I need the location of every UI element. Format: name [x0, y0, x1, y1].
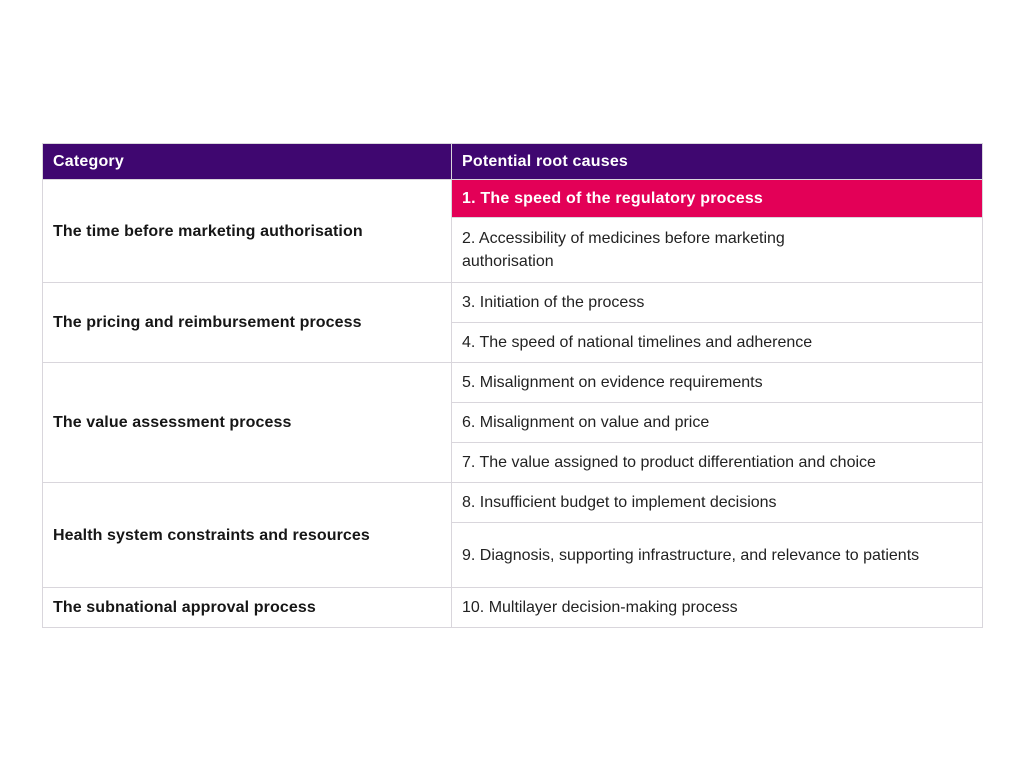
- cause-label: 8. Insufficient budget to implement deci…: [462, 494, 777, 512]
- column-header-causes: Potential root causes: [451, 142, 983, 181]
- table-row: The value assessment process 5. Misalign…: [42, 362, 983, 484]
- column-header-category-label: Category: [53, 153, 124, 170]
- cause-label: 7. The value assigned to product differe…: [462, 454, 876, 472]
- category-label: The pricing and reimbursement process: [53, 314, 362, 332]
- cause-cell: 2. Accessibility of medicines before mar…: [451, 217, 983, 284]
- cause-cell: 3. Initiation of the process: [451, 282, 983, 324]
- root-causes-table: Category Potential root causes The time …: [42, 142, 983, 629]
- category-cell-subnational-approval: The subnational approval process: [42, 587, 452, 629]
- table-row: The pricing and reimbursement process 3.…: [42, 282, 983, 364]
- table-row: 2. Accessibility of medicines before mar…: [43, 217, 983, 284]
- category-cell-health-system-constraints: Health system constraints and resources: [42, 482, 452, 589]
- cause-label: 1. The speed of the regulatory process: [462, 190, 764, 208]
- cause-cell: 9. Diagnosis, supporting infrastructure,…: [451, 522, 983, 589]
- category-cell-time-before-authorisation: The time before marketing authorisation: [42, 179, 452, 284]
- cause-label: 9. Diagnosis, supporting infrastructure,…: [462, 546, 920, 564]
- category-label: Health system constraints and resources: [53, 526, 370, 544]
- cause-label: 2. Accessibility of medicines before mar…: [462, 230, 785, 271]
- column-header-category: Category: [42, 142, 452, 181]
- category-label: The time before marketing authorisation: [53, 222, 363, 240]
- table-row: The subnational approval process 10. Mul…: [42, 587, 983, 629]
- cause-label: 5. Misalignment on evidence requirements: [462, 374, 763, 392]
- category-cell-value-assessment: The value assessment process: [42, 362, 452, 484]
- cause-label: 6. Misalignment on value and price: [462, 414, 710, 432]
- cause-cell: 6. Misalignment on value and price: [451, 402, 983, 444]
- table-header-row: Category Potential root causes: [42, 142, 983, 181]
- table-row: 6. Misalignment on value and price: [43, 402, 983, 444]
- column-header-causes-label: Potential root causes: [462, 153, 629, 170]
- cause-label: 10. Multilayer decision-making process: [462, 599, 738, 617]
- table-row: Health system constraints and resources …: [42, 482, 983, 589]
- category-label: The value assessment process: [53, 414, 292, 432]
- category-cell-pricing-reimbursement: The pricing and reimbursement process: [42, 282, 452, 364]
- cause-label: 4. The speed of national timelines and a…: [462, 334, 813, 352]
- table-row: The time before marketing authorisation …: [42, 179, 983, 284]
- table-row: 9. Diagnosis, supporting infrastructure,…: [43, 522, 983, 589]
- cause-label: 3. Initiation of the process: [462, 294, 645, 312]
- table-row: 4. The speed of national timelines and a…: [43, 322, 983, 364]
- cause-cell: 7. The value assigned to product differe…: [451, 442, 983, 484]
- table-row: 7. The value assigned to product differe…: [43, 442, 983, 484]
- cause-cell: 8. Insufficient budget to implement deci…: [451, 482, 983, 524]
- cause-cell: 5. Misalignment on evidence requirements: [451, 362, 983, 404]
- cause-cell: 4. The speed of national timelines and a…: [451, 322, 983, 364]
- cause-cell: 10. Multilayer decision-making process: [451, 587, 983, 629]
- category-label: The subnational approval process: [53, 599, 316, 617]
- highlighted-cause-cell: 1. The speed of the regulatory process: [451, 179, 983, 219]
